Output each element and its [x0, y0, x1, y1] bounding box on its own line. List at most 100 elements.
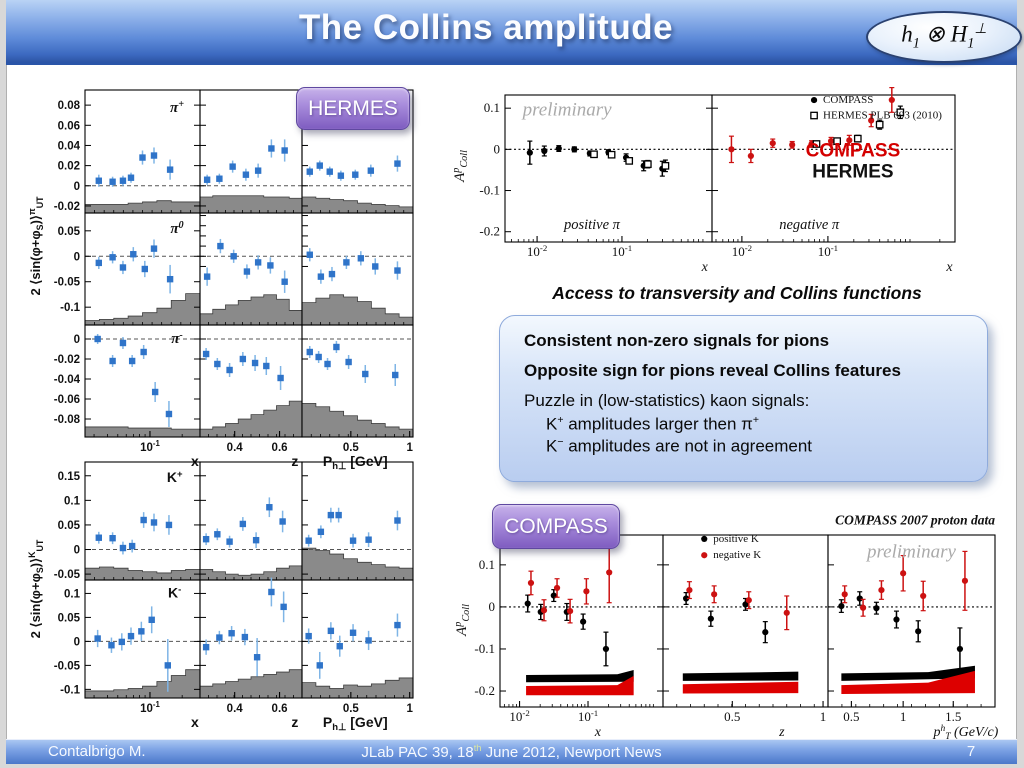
svg-text:2 ⟨sin(φ+φS)⟩πUT: 2 ⟨sin(φ+φS)⟩πUT [27, 196, 45, 296]
svg-text:preliminary: preliminary [865, 541, 957, 562]
page-title: The Collins amplitude [298, 8, 674, 47]
svg-text:0.5: 0.5 [724, 709, 740, 724]
infobox-line: K+ amplitudes larger then π+ [546, 414, 760, 434]
svg-text:x: x [191, 453, 199, 469]
svg-text:x: x [191, 714, 199, 730]
compass-badge: COMPASS [492, 504, 620, 549]
svg-text:0.1: 0.1 [479, 557, 495, 572]
svg-text:preliminary: preliminary [521, 100, 613, 121]
svg-text:π+: π+ [170, 99, 184, 116]
compass-hermes-pion-comparison-chart: ApColl 0.1 0 -0.1 -0.2 10-2 10-1 x preliminary po… [451, 86, 956, 275]
infobox-line: K− amplitudes are not in agreement [546, 435, 813, 456]
svg-text:10-1: 10-1 [818, 243, 838, 259]
svg-text:0: 0 [74, 636, 80, 648]
svg-text:0.5: 0.5 [843, 709, 859, 724]
svg-text:1: 1 [406, 703, 413, 715]
svg-text:1: 1 [406, 442, 413, 454]
svg-text:-0.05: -0.05 [54, 660, 81, 672]
svg-text:z: z [291, 453, 298, 469]
svg-text:0.05: 0.05 [58, 226, 81, 238]
svg-text:0.5: 0.5 [343, 703, 360, 715]
svg-text:x: x [701, 260, 709, 275]
svg-text:0.05: 0.05 [58, 612, 81, 624]
svg-text:Ph⊥ [GeV]: Ph⊥ [GeV] [323, 714, 388, 733]
svg-text:10-2: 10-2 [509, 708, 529, 724]
svg-text:1: 1 [900, 709, 907, 724]
svg-text:COMPASS: COMPASS [806, 141, 901, 162]
svg-text:0.4: 0.4 [227, 442, 244, 454]
svg-text:0.6: 0.6 [272, 703, 288, 715]
svg-text:-0.06: -0.06 [54, 394, 80, 406]
footer-bar: Contalbrigo M. JLab PAC 39, 18th June 20… [6, 739, 1017, 764]
svg-text:0: 0 [489, 599, 496, 614]
svg-text:-0.2: -0.2 [479, 224, 500, 239]
footer-author: Contalbrigo M. [48, 743, 146, 760]
svg-text:0.04: 0.04 [58, 140, 81, 152]
hermes-badge: HERMES [296, 87, 410, 130]
svg-text:0.4: 0.4 [227, 703, 244, 715]
svg-text:0: 0 [74, 251, 80, 263]
svg-text:0.02: 0.02 [58, 161, 80, 173]
footer-event: JLab PAC 39, 18th June 2012, Newport New… [361, 743, 662, 761]
svg-text:-0.02: -0.02 [54, 201, 80, 213]
hermes-kaon-amplitudes-chart: 2 ⟨sin(φ+φS)⟩KUT 0.15 0.1 0.05 0 -0.05 K+ 0.1 0.… [27, 461, 414, 733]
svg-text:positive π: positive π [563, 217, 621, 233]
footer-page-number: 7 [966, 743, 976, 760]
svg-text:0.15: 0.15 [58, 471, 81, 483]
svg-text:-0.1: -0.1 [60, 302, 80, 314]
svg-text:10-2: 10-2 [527, 243, 547, 259]
svg-text:0.06: 0.06 [58, 120, 80, 132]
svg-text:10-1: 10-1 [612, 243, 632, 259]
svg-text:0.1: 0.1 [64, 588, 81, 600]
svg-text:-0.05: -0.05 [54, 277, 81, 289]
svg-text:0.08: 0.08 [58, 100, 81, 112]
hermes-pion-amplitudes-chart: 2 ⟨sin(φ+φS)⟩πUT 0.08 0.06 0.04 0.02 0 -0.02 π+… [27, 89, 414, 472]
svg-text:Ph⊥ [GeV]: Ph⊥ [GeV] [323, 453, 388, 472]
infobox-lines: Consistent non-zero signals for pions Opp… [524, 331, 973, 456]
svg-text:COMPASS: COMPASS [823, 94, 873, 106]
svg-text:0: 0 [74, 181, 80, 193]
svg-text:negative K: negative K [713, 549, 761, 561]
svg-text:10-1: 10-1 [578, 708, 598, 724]
svg-text:-0.05: -0.05 [54, 569, 81, 581]
svg-text:-0.08: -0.08 [54, 414, 81, 426]
summary-infobox: Consistent non-zero signals for pions Opp… [499, 315, 988, 482]
svg-text:0.5: 0.5 [343, 442, 360, 454]
svg-text:10-2: 10-2 [732, 243, 752, 259]
svg-text:10-1: 10-1 [140, 700, 160, 715]
svg-text:x: x [594, 725, 602, 740]
svg-text:0: 0 [74, 545, 80, 557]
svg-text:0.6: 0.6 [272, 442, 288, 454]
svg-text:HERMES PLB 693 (2010): HERMES PLB 693 (2010) [823, 110, 942, 122]
svg-text:negative π: negative π [779, 217, 840, 233]
infobox-line: Opposite sign for pions reveal Collins f… [524, 361, 901, 380]
svg-text:z: z [291, 714, 298, 730]
header-banner: The Collins amplitude [6, 0, 1017, 65]
compass-kaon-chart: ApColl 0.1 0 -0.1 -0.2 10-2 10-1x 0.5 1 z positive… [453, 513, 999, 742]
svg-text:0.05: 0.05 [58, 520, 81, 532]
svg-text:ApColl: ApColl [451, 150, 470, 183]
access-caption: Access to transversity and Collins funct… [552, 283, 922, 303]
svg-text:-0.1: -0.1 [474, 641, 495, 656]
infobox-line: Consistent non-zero signals for pions [524, 331, 830, 350]
svg-text:K-: K- [168, 585, 181, 601]
svg-text:π0: π0 [170, 220, 183, 237]
svg-text:0: 0 [74, 334, 80, 346]
svg-text:HERMES: HERMES [812, 161, 893, 182]
svg-text:0.1: 0.1 [64, 495, 81, 507]
svg-text:10-1: 10-1 [140, 439, 160, 454]
svg-text:x: x [945, 260, 953, 275]
svg-text:0.1: 0.1 [484, 100, 500, 115]
svg-text:-0.1: -0.1 [479, 183, 500, 198]
svg-text:-0.02: -0.02 [54, 354, 80, 366]
infobox-line: Puzzle in (low-statistics) kaon signals: [524, 391, 810, 410]
svg-text:-0.1: -0.1 [60, 684, 80, 696]
svg-text:K+: K+ [167, 469, 183, 485]
svg-text:2 ⟨sin(φ+φS)⟩KUT: 2 ⟨sin(φ+φS)⟩KUT [27, 539, 45, 638]
svg-text:phT (GeV/c): phT (GeV/c) [932, 724, 998, 742]
svg-text:1.5: 1.5 [945, 709, 961, 724]
svg-text:ApColl: ApColl [453, 604, 472, 637]
svg-text:-0.2: -0.2 [474, 683, 495, 698]
svg-text:z: z [778, 725, 785, 740]
